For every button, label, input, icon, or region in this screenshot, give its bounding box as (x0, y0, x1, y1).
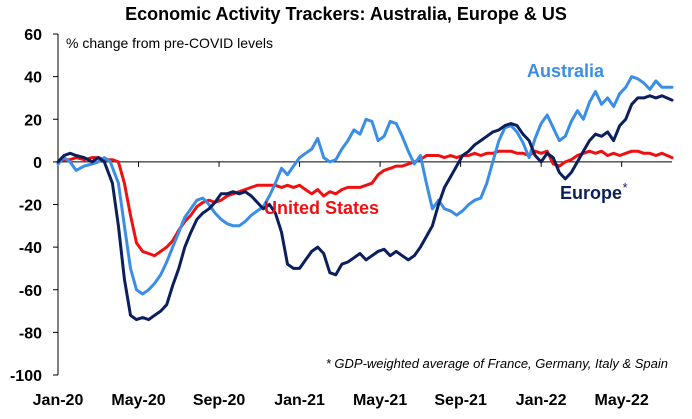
x-tick-label: Jan-20 (33, 392, 84, 409)
y-tick-label: 40 (24, 70, 42, 87)
y-tick-label: -60 (19, 283, 42, 300)
series-line-united-states (56, 149, 674, 258)
series-label-australia: Australia (527, 61, 605, 81)
y-tick-label: -80 (19, 325, 42, 342)
x-tick-label: May-22 (595, 392, 649, 409)
x-tick-label: Jan-21 (274, 392, 325, 409)
x-tick-label: Jan-22 (516, 392, 567, 409)
chart-title: Economic Activity Trackers: Australia, E… (125, 4, 567, 24)
y-tick-label: -40 (19, 240, 42, 257)
y-tick-label: 60 (24, 27, 42, 44)
y-tick-label: 20 (24, 112, 42, 129)
y-axis-label: % change from pre-COVID levels (66, 35, 273, 51)
series-label-europe: Europe* (560, 180, 628, 203)
y-tick-label: 0 (33, 155, 42, 172)
x-tick-label: May-20 (111, 392, 165, 409)
y-tick-label: -100 (10, 368, 42, 385)
x-tick-label: Sep-21 (434, 392, 487, 409)
y-tick-label: -20 (19, 198, 42, 215)
footnote: * GDP-weighted average of France, German… (326, 356, 668, 371)
series-line-australia (56, 75, 674, 296)
x-tick-label: May-21 (353, 392, 407, 409)
series-label-united-states: United States (264, 198, 379, 218)
x-tick-label: Sep-20 (193, 392, 246, 409)
series-line-europe (56, 94, 674, 322)
